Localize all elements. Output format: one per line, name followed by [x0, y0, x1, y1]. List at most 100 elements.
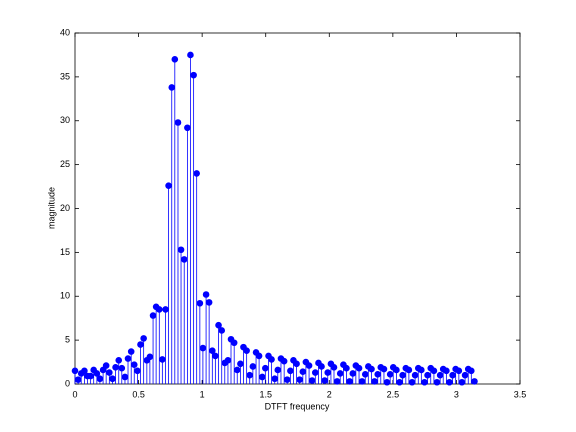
stem-marker	[430, 367, 438, 375]
y-tick-label: 25	[60, 159, 70, 169]
stem-marker	[96, 375, 104, 383]
stem-marker	[140, 335, 147, 342]
stem-marker	[112, 364, 119, 371]
stem-marker	[202, 291, 210, 298]
stem-marker	[255, 352, 263, 360]
stem-marker	[358, 378, 366, 385]
stem-marker	[324, 369, 332, 376]
stem-marker	[446, 378, 453, 386]
x-tick-label: 0.5	[132, 389, 145, 399]
stem-marker	[212, 352, 219, 360]
stem-marker	[262, 364, 269, 372]
stem-marker	[205, 299, 213, 306]
x-tick-label: 3.5	[514, 389, 527, 399]
stem-marker	[396, 378, 403, 386]
stem-marker	[209, 347, 216, 354]
stem-marker	[436, 371, 444, 379]
stem-marker	[180, 256, 188, 263]
stem-marker	[283, 376, 291, 383]
x-tick-label: 2.5	[387, 389, 400, 399]
stem-marker	[193, 170, 200, 177]
stem-marker	[121, 373, 129, 381]
x-tick-label: 3	[454, 389, 459, 399]
stem-marker	[330, 364, 338, 371]
stem-marker	[130, 361, 138, 368]
stem-marker	[461, 371, 469, 379]
stem-marker	[336, 370, 344, 377]
stem-marker	[455, 367, 463, 375]
stem-marker	[106, 369, 113, 376]
stem-marker	[115, 357, 123, 364]
x-axis-label: DTFT frequency	[265, 401, 330, 411]
stem-marker	[199, 344, 207, 352]
stem-marker	[386, 371, 394, 378]
plot-area	[74, 32, 521, 385]
stem-marker	[271, 375, 279, 383]
stem-marker	[424, 371, 431, 379]
stem-marker	[168, 84, 176, 91]
stem-marker	[449, 371, 456, 379]
y-tick-label: 20	[60, 203, 70, 213]
stem-marker	[305, 362, 313, 369]
stem-marker	[149, 312, 157, 319]
stem-marker	[184, 124, 191, 132]
stem-marker	[280, 357, 288, 365]
stem-marker	[308, 377, 316, 384]
y-axis-label: magnitude	[46, 187, 56, 229]
stem-marker	[268, 356, 275, 363]
stem-marker	[249, 363, 257, 370]
stem-marker	[287, 367, 294, 375]
stem-marker	[343, 364, 350, 372]
stem-marker	[408, 378, 416, 386]
stem-marker	[411, 371, 419, 379]
stem-marker	[224, 357, 232, 364]
stem-marker	[127, 348, 135, 355]
stem-marker	[124, 355, 132, 362]
stem-marker	[312, 369, 319, 376]
y-tick-label: 15	[60, 247, 70, 257]
x-tick-label: 1.5	[259, 389, 272, 399]
stem-marker	[218, 327, 226, 334]
y-tick-label: 5	[65, 335, 70, 345]
y-tick-label: 30	[60, 115, 70, 125]
stem-marker	[71, 367, 79, 375]
stem-marker	[137, 341, 144, 348]
stem-marker	[443, 367, 450, 375]
stem-marker	[246, 371, 253, 379]
stem-marker	[418, 366, 425, 374]
stem-marker	[237, 360, 244, 368]
stem-marker	[368, 365, 375, 373]
stem-marker	[355, 364, 363, 372]
stem-marker	[171, 56, 179, 63]
stem-marker	[371, 378, 378, 385]
stem-marker	[162, 306, 169, 313]
stem-marker	[468, 367, 475, 375]
stem-marker	[118, 364, 126, 372]
y-tick-label: 0	[65, 378, 70, 388]
stem-marker	[109, 375, 116, 383]
y-tick-label: 35	[60, 71, 70, 81]
stem-marker	[421, 378, 428, 386]
stem-marker	[383, 378, 391, 386]
stem-marker	[349, 370, 357, 377]
stem-marker	[243, 347, 250, 354]
stem-marker	[190, 71, 197, 79]
stem-marker	[134, 367, 141, 375]
x-tick-label: 0	[72, 389, 77, 399]
stem-marker	[258, 373, 266, 381]
stem-marker	[215, 321, 222, 329]
stem-marker	[187, 51, 194, 59]
x-tick-label: 1	[200, 389, 205, 399]
stem-marker	[165, 182, 172, 189]
stem-marker	[433, 378, 441, 386]
stem-marker	[230, 339, 238, 347]
stem-marker	[146, 353, 154, 361]
stem-marker	[196, 299, 204, 307]
stem-marker	[74, 376, 82, 383]
stem-marker	[81, 367, 88, 375]
stem-marker	[293, 360, 300, 368]
stem-marker	[458, 378, 466, 386]
y-tick-label: 40	[60, 27, 70, 37]
